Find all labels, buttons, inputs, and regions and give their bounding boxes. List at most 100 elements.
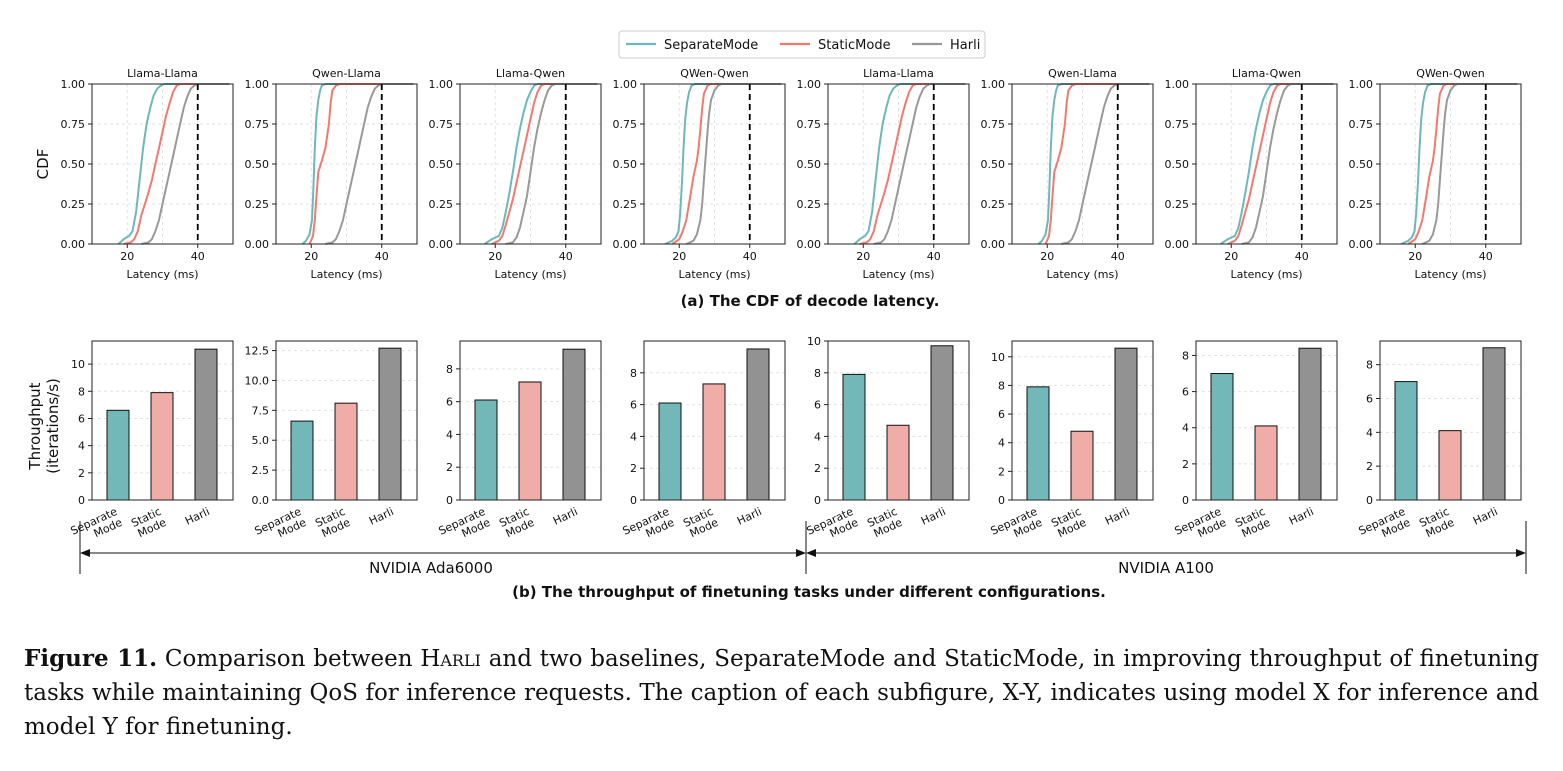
cdf-line-staticmode	[308, 83, 414, 245]
cdf-ytick-label: 0.25	[1165, 198, 1190, 211]
bar-static-mode	[1438, 430, 1462, 501]
bar-panel-2: 0 2 4 6 8 SeparateMode StaticMode Harli	[437, 340, 602, 540]
cdf-ytick-label: 0.75	[429, 118, 454, 131]
cdf-ytick-label: 0.50	[61, 158, 86, 171]
bar-ytick-label: 6	[1366, 393, 1373, 406]
bar-category-label: SeparateMode	[69, 505, 125, 540]
bar-ytick-label: 4	[630, 430, 637, 443]
bar-category-label: Harli	[1471, 505, 1500, 528]
bar-category-line1: Harli	[919, 505, 948, 528]
cdf-line-separatemode	[1037, 83, 1150, 245]
bar-ytick-label: 2	[1182, 458, 1189, 471]
cdf-panel-4: 0.00 0.25 0.50 0.75 1.00 20 40 Latency (ms) Llam…	[797, 67, 970, 281]
cdf-ytick-label: 0.00	[613, 238, 638, 251]
cdf-ytick-label: 1.00	[1349, 78, 1374, 91]
bar-category-label: StaticMode	[313, 505, 352, 540]
cdf-xlabel: Latency (ms)	[126, 268, 198, 281]
cdf-ytick-label: 0.50	[797, 158, 822, 171]
bar-separate-mode	[1026, 386, 1050, 501]
cdf-ytick-label: 0.50	[429, 158, 454, 171]
cdf-line-separatemode	[664, 83, 782, 245]
legend-label-0: SeparateMode	[664, 38, 758, 53]
cdf-ytick-label: 0.00	[429, 238, 454, 251]
cdf-xtick-label: 20	[672, 250, 686, 263]
figure-caption-text-before: Comparison between	[164, 646, 421, 672]
cdf-xtick-label: 40	[927, 250, 941, 263]
bar-ytick-label: 10	[807, 335, 821, 348]
cdf-xtick-label: 20	[304, 250, 318, 263]
cdf-title: Qwen-Llama	[1048, 67, 1117, 80]
bar-harli	[562, 348, 586, 501]
bar-category-label: SeparateMode	[437, 505, 493, 540]
bar-category-label: SeparateMode	[1357, 505, 1413, 540]
bar-ytick-label: 8	[814, 367, 821, 380]
cdf-xlabel: Latency (ms)	[862, 268, 934, 281]
bar-panel-5: 0 2 4 6 8 10 SeparateMode StaticMode Harli	[989, 340, 1154, 540]
cdf-ytick-label: 0.75	[1349, 118, 1374, 131]
cdf-panel-0: 0.00 0.25 0.50 0.75 1.00 20 40 Latency (ms) Llam…	[61, 67, 234, 281]
bar-category-label: SeparateMode	[1173, 505, 1229, 540]
cdf-line-harli	[685, 83, 782, 245]
bar-static-mode	[334, 402, 358, 501]
bar-ytick-label: 0	[1366, 494, 1373, 507]
bar-ytick-label: 2	[998, 465, 1005, 478]
cdf-ytick-label: 0.75	[613, 118, 638, 131]
cdf-xtick-label: 40	[559, 250, 573, 263]
cdf-ytick-label: 0.25	[429, 198, 454, 211]
bar-panel-0: 0 2 4 6 8 10 SeparateMode StaticMode Harli	[69, 340, 234, 540]
bar-category-label: StaticMode	[497, 505, 536, 540]
cdf-xlabel: Latency (ms)	[310, 268, 382, 281]
cdf-ytick-label: 1.00	[613, 78, 638, 91]
ada6000-arrow-head-left	[80, 549, 90, 557]
cdf-line-staticmode	[1407, 83, 1518, 245]
cdf-ylabel: CDF	[34, 149, 52, 180]
bar-ytick-label: 0	[1182, 494, 1189, 507]
bar-panel-1: 0.0 2.5 5.0 7.5 10.0 12.5 SeparateMode StaticMo…	[245, 340, 418, 540]
cdf-line-separatemode	[301, 83, 414, 245]
cdf-title: QWen-Qwen	[680, 67, 748, 80]
cdf-ytick-label: 0.00	[1349, 238, 1374, 251]
ada6000-arrow-head-right	[796, 549, 806, 557]
bar-ytick-label: 0	[998, 494, 1005, 507]
figure-caption: Figure 11. Comparison between Harli and …	[24, 642, 1539, 744]
bar-ytick-label: 4	[446, 428, 453, 441]
bar-ytick-label: 2	[814, 462, 821, 475]
cdf-title: Llama-Llama	[863, 67, 934, 80]
bar-axes-frame	[459, 340, 602, 501]
bar-separate-mode	[474, 399, 498, 501]
bar-separate-mode	[290, 420, 314, 501]
bar-ytick-label: 5.0	[252, 434, 270, 447]
bar-ytick-label: 2.5	[252, 464, 270, 477]
cdf-xtick-label: 40	[743, 250, 757, 263]
cdf-panel-3: 0.00 0.25 0.50 0.75 1.00 20 40 Latency (ms) QWen…	[613, 67, 786, 281]
bar-category-label: Harli	[1287, 505, 1316, 528]
cdf-title: Qwen-Llama	[312, 67, 381, 80]
bar-ytick-label: 0	[446, 494, 453, 507]
bar-category-label: StaticMode	[1233, 505, 1272, 540]
bar-ytick-label: 0	[630, 494, 637, 507]
bar-ytick-label: 7.5	[252, 404, 270, 417]
cdf-ytick-label: 0.50	[981, 158, 1006, 171]
cdf-title: QWen-Qwen	[1416, 67, 1484, 80]
bar-category-label: StaticMode	[865, 505, 904, 540]
bar-ytick-label: 8	[78, 385, 85, 398]
bar-category-label: Harli	[551, 505, 580, 528]
cdf-line-staticmode	[1227, 83, 1334, 245]
cdf-panel-2: 0.00 0.25 0.50 0.75 1.00 20 40 Latency (ms) Llam…	[429, 67, 602, 281]
bar-panel-4: 0 2 4 6 8 10 SeparateMode StaticMode Harli	[805, 335, 970, 540]
a100-arrow-head-left	[806, 549, 816, 557]
bar-ytick-label: 6	[1182, 386, 1189, 399]
cdf-line-separatemode	[484, 83, 598, 245]
cdf-xtick-label: 40	[1295, 250, 1309, 263]
cdf-panel-1: 0.00 0.25 0.50 0.75 1.00 20 40 Latency (ms) Qwen…	[245, 67, 418, 281]
cdf-line-harli	[325, 83, 414, 245]
bar-ytick-label: 8	[1182, 349, 1189, 362]
cdf-ytick-label: 1.00	[61, 78, 86, 91]
bar-caption: (b) The throughput of finetuning tasks u…	[512, 583, 1106, 601]
cdf-xlabel: Latency (ms)	[1414, 268, 1486, 281]
bar-ytick-label: 6	[998, 408, 1005, 421]
bar-ytick-label: 2	[1366, 460, 1373, 473]
cdf-ytick-label: 0.75	[1165, 118, 1190, 131]
bar-category-label: Harli	[1103, 505, 1132, 528]
cdf-xtick-label: 40	[375, 250, 389, 263]
